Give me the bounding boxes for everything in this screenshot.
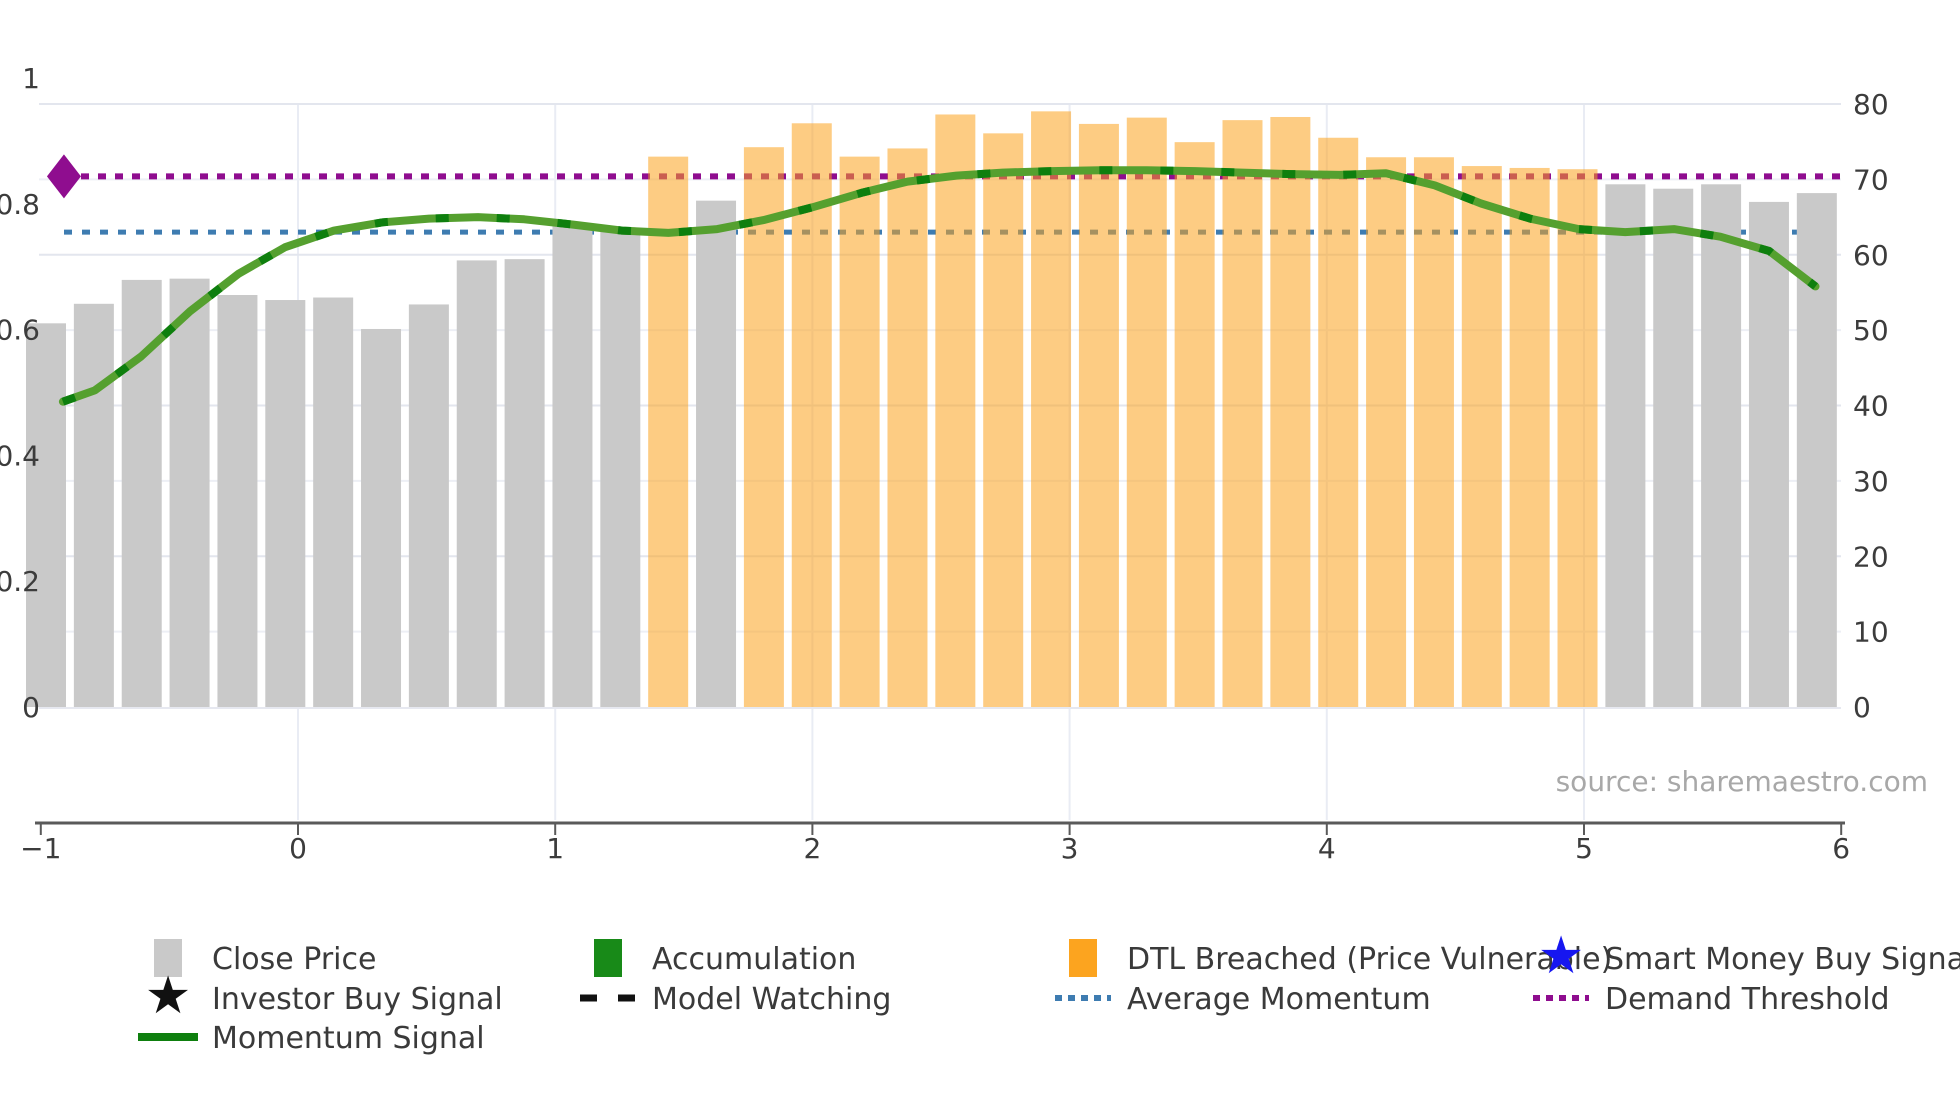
- dtl-breached-bar: [1270, 116, 1311, 708]
- dtl-breached-bar: [743, 147, 784, 707]
- close-price-bar: [504, 259, 545, 707]
- dtl-breached-bar: [1078, 123, 1119, 708]
- dtl-breached-bar: [1222, 120, 1263, 707]
- dtl-breached-bar: [1413, 157, 1454, 707]
- close-price-bar: [696, 200, 737, 707]
- source-note-text: source: sharemaestro.com: [1556, 765, 1928, 798]
- y-right-tick-label: 70: [1853, 163, 1889, 196]
- dtl-breached-bar: [1318, 137, 1359, 707]
- close-price-bar: [265, 300, 306, 707]
- dtl-breached-bar: [839, 156, 880, 707]
- close-price-bar: [361, 328, 402, 707]
- dtl-breached-bar: [935, 114, 976, 708]
- close-price-bar: [1701, 184, 1742, 707]
- close-price-bar: [600, 227, 641, 707]
- dtl-breached-bar: [1557, 169, 1598, 707]
- dtl-breached-bar: [1031, 111, 1072, 708]
- legend-item: Average Momentum: [1055, 982, 1431, 1017]
- y-right-tick-label: 20: [1853, 540, 1889, 573]
- close-price-bar: [26, 323, 66, 707]
- x-tick-label: 2: [803, 832, 821, 865]
- close-price-bar: [217, 295, 258, 707]
- legend-label: DTL Breached (Price Vulnerable): [1127, 942, 1612, 977]
- close-price-bar: [456, 260, 497, 707]
- legend-swatch-square: [1069, 939, 1097, 977]
- x-tick-label: 3: [1061, 832, 1079, 865]
- demand-diamond: [46, 154, 81, 199]
- dtl-breached-bar: [791, 123, 832, 707]
- legend-swatch-star: ★: [145, 966, 192, 1026]
- legend-item: Demand Threshold: [1533, 982, 1890, 1017]
- y-right-tick-label: 10: [1853, 616, 1889, 649]
- y-left-tick-label: 0.6: [0, 314, 40, 347]
- legend-item: ★ Smart Money Buy Signal: [1538, 926, 1960, 986]
- legend-item: Momentum Signal: [138, 1021, 485, 1056]
- dtl-breached-bar: [1509, 167, 1550, 707]
- dtl-breached-bar: [1126, 117, 1167, 707]
- legend-label: Momentum Signal: [212, 1021, 485, 1056]
- legend-item: DTL Breached (Price Vulnerable): [1069, 939, 1612, 977]
- legend-label: Accumulation: [652, 942, 856, 977]
- dtl-breached-bar: [648, 156, 689, 707]
- legend-item: Accumulation: [594, 939, 856, 977]
- x-tick-label: 5: [1575, 832, 1593, 865]
- dtl-breached-bar: [1461, 166, 1502, 707]
- legend-swatch-square: [154, 939, 182, 977]
- source-note: source: sharemaestro.com: [1556, 765, 1928, 798]
- close-price-bar: [552, 225, 593, 707]
- price-bars: [26, 111, 1837, 708]
- close-price-bar: [1605, 184, 1646, 707]
- legend-item: Close Price: [154, 939, 376, 977]
- x-tick-label: 6: [1832, 832, 1850, 865]
- legend-label: Average Momentum: [1127, 982, 1431, 1017]
- y-right-tick-label: 60: [1853, 239, 1889, 272]
- legend-label: Model Watching: [652, 982, 891, 1017]
- legend-swatch-star: ★: [1538, 926, 1585, 986]
- legend-label: Close Price: [212, 942, 376, 977]
- dtl-breached-bar: [983, 133, 1024, 708]
- dtl-breached-bar: [1366, 157, 1407, 707]
- y-right-tick-label: 30: [1853, 465, 1889, 498]
- y-left-tick-label: 0.8: [0, 188, 40, 221]
- legend-label: Investor Buy Signal: [212, 982, 503, 1017]
- close-price-bar: [73, 303, 114, 707]
- legend-swatch-square: [594, 939, 622, 977]
- close-price-bar: [408, 304, 449, 707]
- legend-item: Model Watching: [580, 982, 891, 1017]
- dtl-breached-bar: [1174, 142, 1215, 707]
- y-left-tick-label: 0: [22, 691, 40, 724]
- close-price-bar: [1653, 188, 1694, 708]
- y-right-tick-label: 40: [1853, 390, 1889, 423]
- close-price-bar: [1796, 193, 1837, 707]
- x-tick-label: −1: [20, 832, 61, 865]
- y-right-tick-label: 0: [1853, 691, 1871, 724]
- y-left-tick-label: 0.2: [0, 565, 40, 598]
- y-right-tick-label: 80: [1853, 88, 1889, 121]
- close-price-bar: [169, 278, 210, 707]
- close-price-bar: [1748, 201, 1789, 707]
- legend-label: Smart Money Buy Signal: [1605, 942, 1960, 977]
- demand-diamond-marker: [46, 154, 81, 199]
- y-left-tick-label: 0.4: [0, 439, 40, 472]
- legend-item: ★ Investor Buy Signal: [145, 966, 503, 1026]
- legend: Close Price Accumulation DTL Breached (Pri…: [138, 926, 1960, 1056]
- legend-label: Demand Threshold: [1605, 982, 1890, 1017]
- dtl-breached-bar: [887, 148, 928, 707]
- x-tick-label: 4: [1318, 832, 1336, 865]
- x-tick-label: 1: [546, 832, 564, 865]
- y-right-tick-label: 50: [1853, 314, 1889, 347]
- y-left-tick-label: 1: [22, 62, 40, 95]
- x-tick-label: 0: [289, 832, 307, 865]
- momentum-signal-line: [58, 166, 1820, 406]
- accumulation-dashes: [61, 166, 1818, 406]
- close-price-bar: [313, 297, 354, 707]
